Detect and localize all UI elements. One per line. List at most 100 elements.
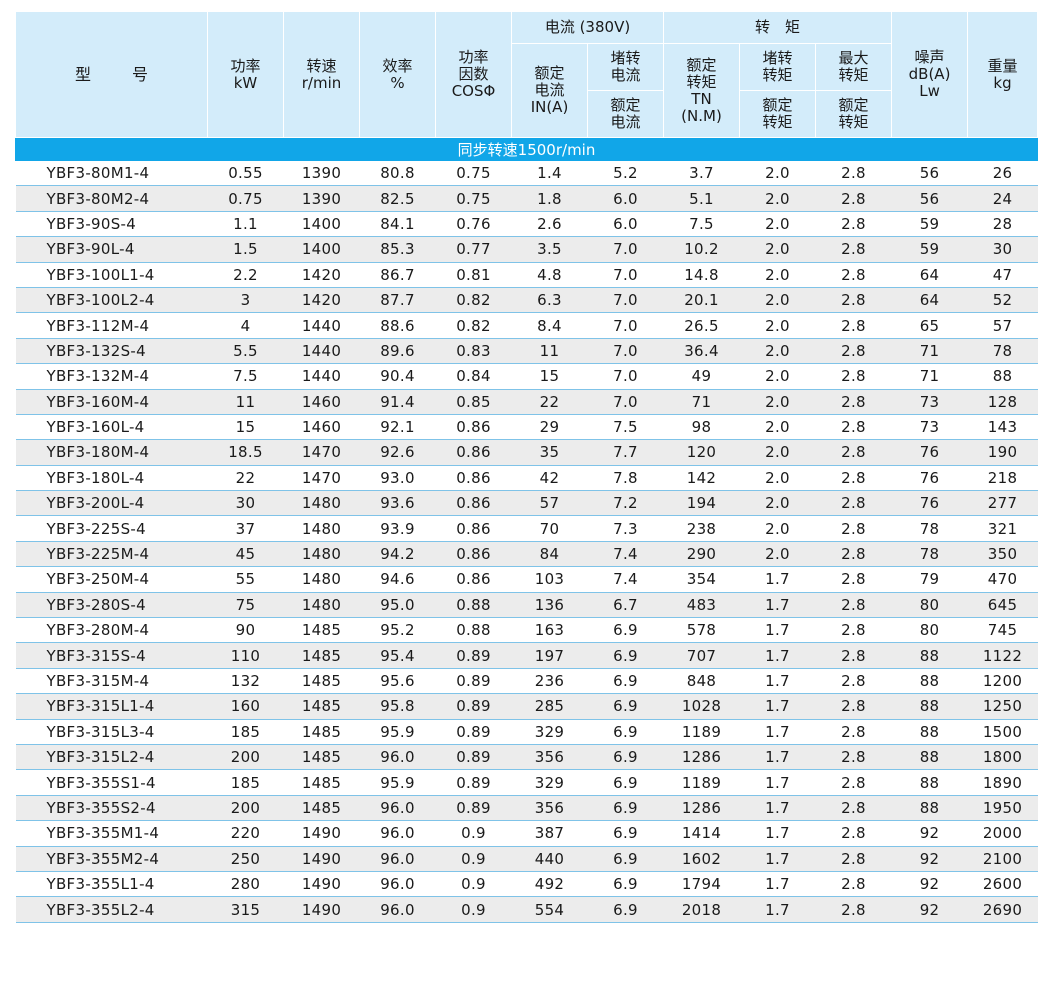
cell-noise: 64 — [891, 262, 968, 288]
cell-noise: 92 — [891, 820, 968, 847]
cell-rated-torque: 1602 — [663, 846, 740, 872]
cell-model: YBF3-112M-4 — [15, 312, 208, 339]
cell-efficiency: 95.2 — [359, 617, 436, 644]
cell-rated-torque: 20.1 — [663, 287, 740, 314]
table-row: YBF3-355S2-4 200 1485 96.0 0.89 356 6.9 1286 1.7… — [15, 795, 1038, 822]
cell-rated-current: 70 — [511, 515, 588, 542]
cell-noise: 71 — [891, 338, 968, 365]
cell-locked-torque-ratio: 1.7 — [739, 642, 816, 669]
spec-table-container: 型 号 功率 kW 转速 r/min 效率% 功率 因数 COSΦ 电流 (380V) … — [14, 11, 1039, 923]
cell-noise: 71 — [891, 363, 968, 390]
cell-model: YBF3-80M2-4 — [15, 185, 208, 212]
cell-locked-torque-ratio: 2.0 — [739, 490, 816, 517]
table-row: YBF3-160M-4 11 1460 91.4 0.85 22 7.0 71 2.0 2.8 73… — [15, 389, 1038, 415]
cell-speed: 1420 — [283, 262, 360, 288]
cell-rated-current: 554 — [511, 896, 588, 923]
header-locked-torque: 堵转 转矩 — [739, 43, 816, 91]
cell-power: 5.5 — [207, 338, 284, 365]
cell-rated-torque: 1189 — [663, 769, 740, 796]
cell-locked-torque-ratio: 2.0 — [739, 515, 816, 542]
cell-locked-torque-ratio: 2.0 — [739, 312, 816, 339]
cell-locked-current-ratio: 6.9 — [587, 820, 664, 847]
table-row: YBF3-180M-4 18.5 1470 92.6 0.86 35 7.7 120 2.0 2.… — [15, 439, 1038, 466]
header-weight: 重量 kg — [967, 11, 1039, 138]
cell-rated-current: 2.6 — [511, 211, 588, 238]
cell-power: 0.55 — [207, 161, 284, 187]
cell-power: 55 — [207, 566, 284, 593]
cell-locked-torque-ratio: 2.0 — [739, 465, 816, 492]
cell-max-torque-ratio: 2.8 — [815, 541, 892, 568]
cell-locked-current-ratio: 6.9 — [587, 769, 664, 796]
cell-weight: 1122 — [967, 642, 1038, 669]
cell-rated-current: 285 — [511, 693, 588, 720]
cell-rated-torque: 290 — [663, 541, 740, 568]
cell-locked-torque-ratio: 1.7 — [739, 592, 816, 619]
cell-max-torque-ratio: 2.8 — [815, 414, 892, 441]
cell-max-torque-ratio: 2.8 — [815, 312, 892, 339]
cell-weight: 1950 — [967, 795, 1038, 822]
cell-locked-torque-ratio: 1.7 — [739, 846, 816, 872]
cell-weight: 277 — [967, 490, 1038, 517]
cell-power-factor: 0.89 — [435, 744, 512, 771]
cell-noise: 76 — [891, 465, 968, 492]
cell-efficiency: 95.8 — [359, 693, 436, 720]
cell-rated-torque: 2018 — [663, 896, 740, 923]
cell-power: 4 — [207, 312, 284, 339]
cell-efficiency: 92.1 — [359, 414, 436, 441]
cell-rated-current: 84 — [511, 541, 588, 568]
cell-speed: 1485 — [283, 642, 360, 669]
cell-noise: 78 — [891, 541, 968, 568]
cell-efficiency: 80.8 — [359, 161, 436, 187]
cell-noise: 56 — [891, 185, 968, 212]
cell-model: YBF3-355L2-4 — [15, 896, 208, 923]
table-row: YBF3-315L1-4 160 1485 95.8 0.89 285 6.9 1028 1.7… — [15, 693, 1038, 720]
cell-weight: 218 — [967, 465, 1038, 492]
cell-locked-current-ratio: 7.5 — [587, 414, 664, 441]
cell-max-torque-ratio: 2.8 — [815, 211, 892, 238]
cell-weight: 52 — [967, 287, 1038, 314]
cell-rated-torque: 1794 — [663, 871, 740, 898]
cell-locked-torque-ratio: 1.7 — [739, 769, 816, 796]
cell-speed: 1480 — [283, 490, 360, 517]
table-row: YBF3-315L3-4 185 1485 95.9 0.89 329 6.9 1189 1.7… — [15, 719, 1038, 745]
cell-weight: 47 — [967, 262, 1038, 288]
cell-rated-torque: 483 — [663, 592, 740, 619]
cell-power: 15 — [207, 414, 284, 441]
cell-weight: 350 — [967, 541, 1038, 568]
cell-max-torque-ratio: 2.8 — [815, 744, 892, 771]
cell-rated-torque: 3.7 — [663, 161, 740, 187]
cell-model: YBF3-315L2-4 — [15, 744, 208, 771]
cell-power: 132 — [207, 668, 284, 695]
cell-power-factor: 0.9 — [435, 846, 512, 872]
cell-noise: 59 — [891, 236, 968, 263]
cell-weight: 190 — [967, 439, 1038, 466]
table-row: YBF3-315S-4 110 1485 95.4 0.89 197 6.9 707 1.7 2.… — [15, 642, 1038, 669]
cell-locked-current-ratio: 6.7 — [587, 592, 664, 619]
cell-rated-torque: 578 — [663, 617, 740, 644]
table-row: YBF3-225S-4 37 1480 93.9 0.86 70 7.3 238 2.0 2.8 7… — [15, 515, 1038, 542]
table-row: YBF3-160L-4 15 1460 92.1 0.86 29 7.5 98 2.0 2.8 73… — [15, 414, 1038, 441]
cell-max-torque-ratio: 2.8 — [815, 439, 892, 466]
cell-rated-current: 22 — [511, 389, 588, 415]
cell-efficiency: 90.4 — [359, 363, 436, 390]
cell-max-torque-ratio: 2.8 — [815, 515, 892, 542]
cell-weight: 88 — [967, 363, 1038, 390]
cell-speed: 1480 — [283, 515, 360, 542]
cell-power-factor: 0.9 — [435, 896, 512, 923]
header-noise: 噪声 dB(A) Lw — [891, 11, 969, 138]
cell-power: 3 — [207, 287, 284, 314]
table-row: YBF3-200L-4 30 1480 93.6 0.86 57 7.2 194 2.0 2.8 7… — [15, 490, 1038, 517]
cell-max-torque-ratio: 2.8 — [815, 820, 892, 847]
cell-power-factor: 0.75 — [435, 161, 512, 187]
cell-power: 7.5 — [207, 363, 284, 390]
cell-locked-current-ratio: 6.0 — [587, 211, 664, 238]
cell-efficiency: 82.5 — [359, 185, 436, 212]
table-row: YBF3-100L2-4 3 1420 87.7 0.82 6.3 7.0 20.1 2.0 2.… — [15, 287, 1038, 314]
cell-rated-torque: 26.5 — [663, 312, 740, 339]
cell-rated-current: 197 — [511, 642, 588, 669]
cell-noise: 64 — [891, 287, 968, 314]
cell-rated-current: 136 — [511, 592, 588, 619]
cell-rated-torque: 7.5 — [663, 211, 740, 238]
cell-noise: 76 — [891, 490, 968, 517]
cell-max-torque-ratio: 2.8 — [815, 617, 892, 644]
